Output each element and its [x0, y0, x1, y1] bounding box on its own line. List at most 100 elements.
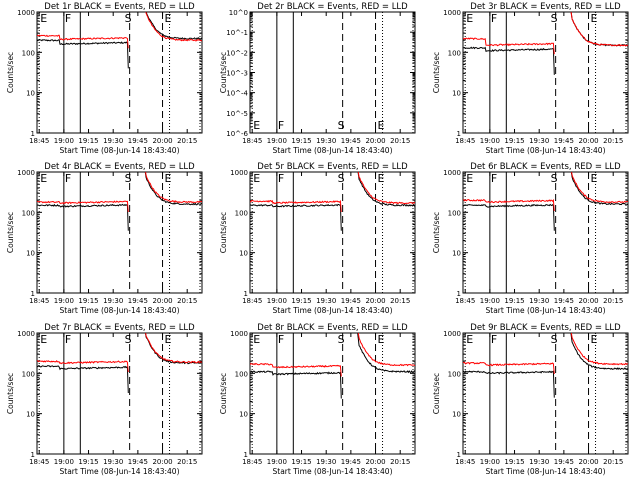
- marker-label-e: E: [466, 12, 473, 25]
- plot-frame: [462, 171, 629, 294]
- series-line-events-post: [357, 172, 415, 207]
- x-tick-label: 19:00: [480, 297, 500, 305]
- y-tick-label: 10: [26, 411, 35, 419]
- x-tick-label: 18:45: [242, 137, 262, 145]
- y-tick-label: 100: [448, 370, 461, 378]
- marker-label-e: E: [40, 172, 47, 185]
- series-line-events: [463, 46, 555, 75]
- marker-label-s: S: [338, 333, 345, 346]
- marker-label-e2: E: [165, 333, 172, 346]
- x-tick-label: 19:15: [504, 297, 524, 305]
- marker-label-e: E: [253, 119, 260, 132]
- y-tick-label: 100: [22, 370, 35, 378]
- marker-label-s: S: [551, 172, 558, 185]
- x-tick-label: 19:45: [341, 137, 361, 145]
- x-tick-label: 19:45: [128, 458, 148, 466]
- marker-label-f: F: [65, 172, 71, 185]
- marker-label-f: F: [278, 172, 284, 185]
- plot-frame: [249, 332, 416, 455]
- x-tick-label: 18:45: [455, 297, 475, 305]
- marker-label-e2: E: [378, 333, 385, 346]
- marker-label-e: E: [40, 333, 47, 346]
- panel-7: Det 7r BLACK = Events, RED = LLD 18:45 19:…: [6, 323, 203, 476]
- x-axis-label: Start Time (08-Jun-14 18:43:40): [273, 467, 393, 476]
- y-tick-label: 1000: [230, 330, 248, 338]
- x-tick-label: 19:45: [554, 297, 574, 305]
- x-tick-label: 20:00: [578, 137, 598, 145]
- x-tick-label: 20:15: [390, 458, 410, 466]
- x-tick-label: 19:15: [291, 297, 311, 305]
- series-line-events-post: [570, 333, 628, 371]
- y-tick-label: 1000: [17, 330, 35, 338]
- x-axis-label: Start Time (08-Jun-14 18:43:40): [486, 146, 606, 155]
- x-tick-label: 19:00: [54, 137, 74, 145]
- marker-label-e: E: [253, 172, 260, 185]
- x-tick-label: 19:30: [529, 137, 549, 145]
- y-tick-label: 10: [239, 250, 248, 258]
- y-tick-label: 10: [26, 90, 35, 98]
- plot-frame: [462, 11, 629, 134]
- y-tick-label: 10^-2: [226, 49, 248, 57]
- x-tick-label: 19:30: [316, 458, 336, 466]
- series-line-lld: [463, 37, 555, 55]
- marker-label-f: F: [491, 333, 497, 346]
- y-tick-label: 100: [22, 209, 35, 217]
- y-tick-label: 1: [244, 451, 248, 459]
- x-tick-label: 19:00: [267, 458, 287, 466]
- x-axis-label: Start Time (08-Jun-14 18:43:40): [486, 306, 606, 315]
- x-tick-label: 19:00: [267, 137, 287, 145]
- marker-label-f: F: [65, 12, 71, 25]
- y-tick-label: 10^-3: [226, 70, 248, 78]
- panel-title: Det 1r BLACK = Events, RED = LLD: [44, 2, 195, 12]
- panel-title: Det 2r BLACK = Events, RED = LLD: [257, 2, 408, 12]
- y-tick-label: 10^-1: [226, 29, 248, 37]
- x-tick-label: 20:15: [390, 137, 410, 145]
- x-axis-label: Start Time (08-Jun-14 18:43:40): [273, 306, 393, 315]
- y-tick-label: 1: [457, 290, 461, 298]
- x-tick-label: 20:00: [578, 297, 598, 305]
- y-tick-label: 1000: [17, 9, 35, 17]
- x-tick-label: 20:15: [603, 297, 623, 305]
- marker-label-e2: E: [591, 333, 598, 346]
- x-tick-label: 20:15: [177, 458, 197, 466]
- series-line-events-post: [145, 12, 202, 40]
- y-tick-label: 1: [457, 130, 461, 138]
- plot-frame: [249, 171, 416, 294]
- y-axis-label: Counts/sec: [6, 373, 15, 414]
- x-tick-label: 19:30: [316, 137, 336, 145]
- marker-label-e2: E: [591, 172, 598, 185]
- x-tick-label: 19:30: [529, 458, 549, 466]
- x-tick-label: 19:45: [128, 297, 148, 305]
- panel-1: Det 1r BLACK = Events, RED = LLD 18:45 19:…: [6, 2, 203, 155]
- y-axis-label: Counts/sec: [6, 212, 15, 253]
- y-tick-label: 1000: [443, 330, 461, 338]
- y-tick-label: 1000: [17, 169, 35, 177]
- x-tick-label: 20:00: [152, 458, 172, 466]
- x-tick-label: 20:00: [152, 137, 172, 145]
- marker-label-s: S: [338, 172, 345, 185]
- series-line-lld-post: [145, 333, 202, 364]
- marker-label-f: F: [278, 119, 284, 132]
- x-tick-label: 20:15: [390, 297, 410, 305]
- y-tick-label: 10^-4: [226, 90, 248, 98]
- marker-label-e2: E: [378, 119, 385, 132]
- x-tick-label: 20:15: [177, 297, 197, 305]
- x-tick-label: 18:45: [455, 458, 475, 466]
- x-tick-label: 19:45: [341, 458, 361, 466]
- x-tick-label: 20:00: [365, 458, 385, 466]
- series-line-events-post: [357, 333, 415, 374]
- x-tick-label: 19:15: [291, 137, 311, 145]
- panel-title: Det 7r BLACK = Events, RED = LLD: [44, 323, 195, 333]
- y-tick-label: 1000: [443, 9, 461, 17]
- panel-5: Det 5r BLACK = Events, RED = LLD 18:45 19:…: [219, 162, 416, 315]
- panel-3: Det 3r BLACK = Events, RED = LLD 18:45 19:…: [432, 2, 629, 155]
- x-tick-label: 20:15: [603, 458, 623, 466]
- x-tick-label: 18:45: [29, 297, 49, 305]
- panel-title: Det 3r BLACK = Events, RED = LLD: [470, 2, 621, 12]
- x-axis-label: Start Time (08-Jun-14 18:43:40): [60, 467, 180, 476]
- x-axis-label: Start Time (08-Jun-14 18:43:40): [486, 467, 606, 476]
- x-tick-label: 19:45: [554, 458, 574, 466]
- y-tick-label: 1: [31, 290, 35, 298]
- series-line-lld: [250, 199, 342, 213]
